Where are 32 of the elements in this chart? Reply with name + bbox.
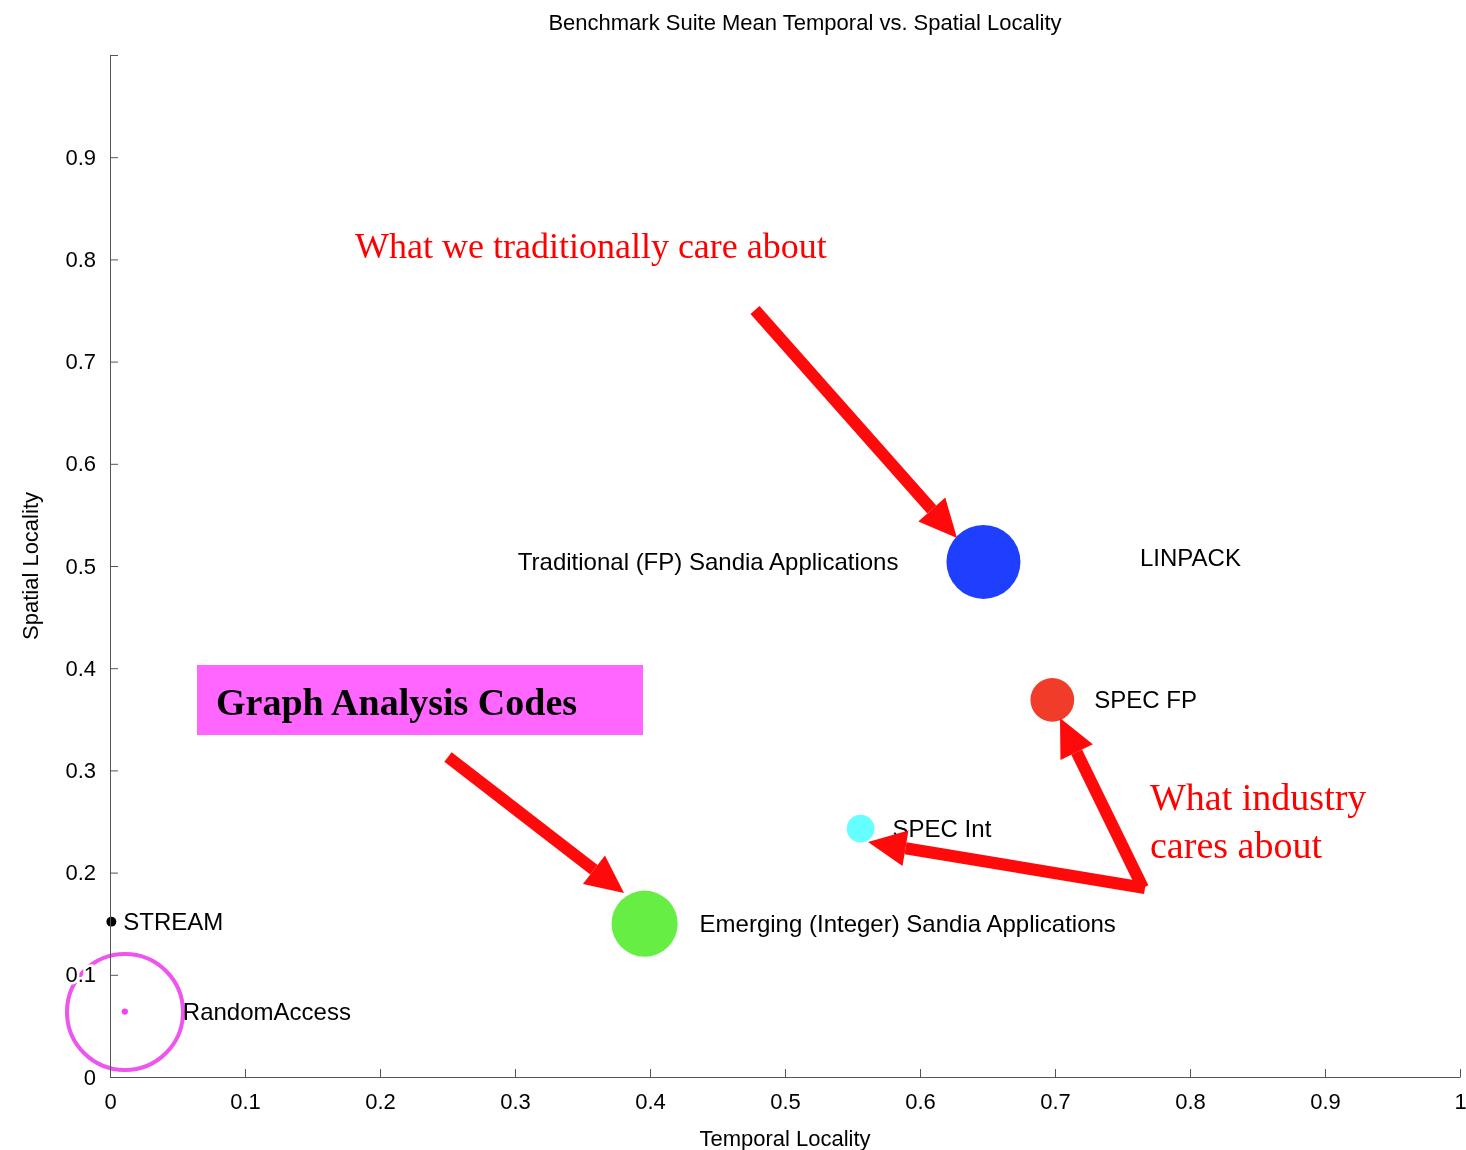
annotation: What we traditionally care about — [355, 226, 827, 266]
y-tick-label: 0.4 — [65, 655, 96, 681]
y-tick-label: 0.6 — [65, 451, 96, 477]
y-axis-title: Spatial Locality — [18, 492, 43, 640]
y-tick-label: 0.7 — [65, 349, 96, 375]
series-label: Emerging (Integer) Sandia Applications — [699, 909, 1116, 937]
series-label: STREAM — [123, 907, 224, 935]
text: Traditional (FP) Sandia Applications — [517, 547, 899, 575]
x-tick-label: 0 — [104, 1088, 117, 1114]
annotation: What industry cares about — [1150, 776, 1367, 866]
x-tick-label: 0.8 — [1175, 1088, 1206, 1114]
x-tick-label: 0.6 — [905, 1088, 936, 1114]
x-tick-label: 0.4 — [635, 1088, 666, 1114]
annotation: LINPACK — [1140, 544, 1241, 571]
x-tick-label: 0.2 — [365, 1088, 396, 1114]
annotation: Graph Analysis Codes — [216, 681, 578, 723]
x-axis-title: Temporal Locality — [699, 1126, 871, 1150]
text: RandomAccess — [182, 997, 351, 1025]
x-tick-label: 1 — [1454, 1088, 1466, 1114]
x-tick-label: 0.7 — [1040, 1088, 1071, 1114]
y-tick-label: 0.3 — [65, 757, 96, 783]
y-tick-label: 0.2 — [65, 860, 96, 886]
x-tick-label: 0.1 — [230, 1088, 261, 1114]
y-tick-label: 0 — [83, 1064, 96, 1090]
y-tick-label: 0.9 — [65, 144, 96, 170]
y-tick-label: 0.5 — [65, 553, 96, 579]
x-tick-label: 0.5 — [770, 1088, 801, 1114]
chart-title: Benchmark Suite Mean Temporal vs. Spatial Locality — [548, 10, 1062, 35]
y-tick-label: 0.8 — [65, 246, 96, 272]
series-label: SPEC FP — [1094, 685, 1197, 713]
x-tick-label: 0.3 — [500, 1088, 531, 1114]
x-tick-label: 0.9 — [1310, 1088, 1341, 1114]
